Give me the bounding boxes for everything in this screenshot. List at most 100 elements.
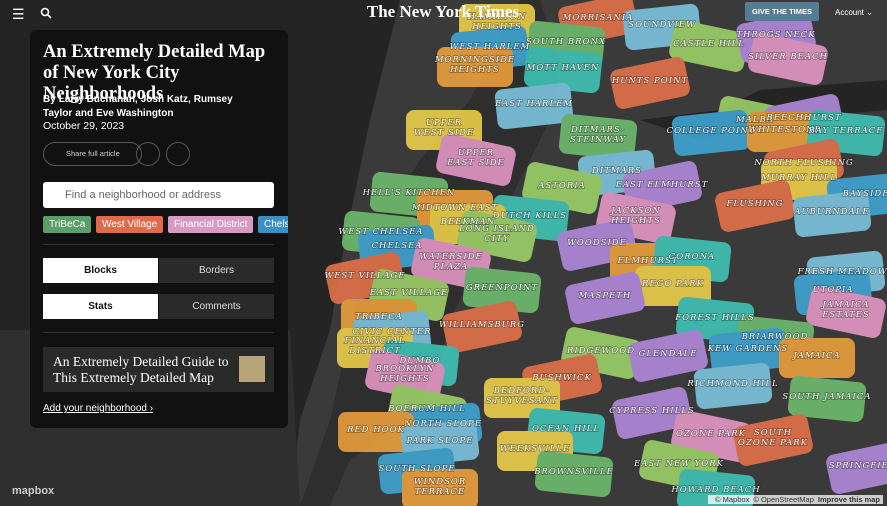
label-line[interactable]: JAMAICA [791,350,841,362]
neighborhood-label[interactable]: FINANCIAL DISTRICT [343,335,406,357]
label-line[interactable]: SOUTH SLOPE [378,463,456,475]
label-line[interactable]: DUMBO [398,355,441,367]
label-line[interactable]: ASTORIA [537,180,586,192]
chip[interactable]: West Village [96,216,164,233]
neighborhood-label[interactable]: MOTT HAVEN [525,62,600,74]
toggle-borders[interactable]: Borders [159,258,274,283]
neighborhood-label[interactable]: CHELSEA [371,240,423,252]
search-box[interactable]: Find a neighborhood or address [43,182,274,208]
label-line[interactable]: FRESH MEADOWS [796,266,887,278]
label-line[interactable]: MORRISANIA [561,12,634,24]
label-line[interactable]: NORTH FLUSHING [752,157,854,169]
label-line[interactable]: SOUTH BRONX [525,36,606,48]
label-line[interactable]: UPPER [457,147,494,159]
label-line[interactable]: STEINWAY [569,134,627,146]
neighborhood-label[interactable]: RIDGEWOOD [565,345,635,357]
label-line[interactable]: PLAZA [432,261,469,273]
neighborhood-label[interactable]: BRIARWOOD [740,331,809,343]
menu-icon[interactable]: ☰ [12,6,25,22]
neighborhood-label[interactable]: ASTORIA [537,180,586,192]
label-line[interactable]: RICHMOND HILL [686,378,779,390]
label-line[interactable]: WEST HARLEM [449,41,531,53]
label-line[interactable]: BEDFORD- [492,385,550,397]
neighborhood-label[interactable]: WHITESTONE [748,124,822,136]
neighborhood-label[interactable]: THROGS NECK [736,29,816,41]
label-line[interactable]: BAYSIDE [841,188,887,200]
neighborhood-label[interactable]: EAST ELMHURST [614,179,709,191]
label-line[interactable]: WILLIAMSBURG [438,319,525,331]
label-line[interactable]: TERRACE [414,486,466,498]
label-line[interactable]: CORONA [668,251,715,263]
label-line[interactable]: HAMILTON [466,11,527,23]
label-line[interactable]: EAST ELMHURST [614,179,709,191]
label-line[interactable]: SILVER BEACH [747,51,828,63]
neighborhood-label[interactable]: WEEKSVILLE [499,443,570,455]
label-line[interactable]: MOTT HAVEN [525,62,600,74]
neighborhood-label[interactable]: WINDSOR TERRACE [413,476,467,498]
neighborhood-label[interactable]: ELMHURST [616,255,679,267]
neighborhood-label[interactable]: JACKSON HEIGHTS [608,205,661,227]
label-line[interactable]: WINDSOR [413,476,467,488]
label-line[interactable]: DITMARS- [569,124,625,136]
label-line[interactable]: EAST NEW YORK [632,458,724,470]
neighborhood-label[interactable]: REGO PARK [640,278,704,290]
label-line[interactable]: MASPETH [577,290,632,302]
label-line[interactable]: FINANCIAL [343,335,406,347]
neighborhood-label[interactable]: LONG ISLAND CITY [457,223,535,245]
neighborhood-label[interactable]: BUSHWICK [530,372,592,384]
label-line[interactable]: AUBURNDALE [793,206,870,218]
label-line[interactable]: RIDGEWOOD [565,345,635,357]
label-line[interactable]: OZONE PARK [737,437,808,449]
neighborhood-label[interactable]: BEDFORD-STUYVESANT [485,385,558,407]
label-line[interactable]: ESTATES [820,309,870,321]
label-line[interactable]: TRIBECA [354,311,403,323]
label-line[interactable]: MALBA [734,114,774,126]
neighborhood-label[interactable]: COLLEGE POINT [666,125,756,137]
guide-link[interactable]: An Extremely Detailed Guide to This Extr… [43,347,274,392]
label-line[interactable]: EAST VILLAGE [368,287,448,299]
label-line[interactable]: WEST VILLAGE [324,270,406,282]
label-line[interactable]: SOUNDVIEW [628,19,696,31]
neighborhood-label[interactable]: OZONE PARK [675,428,746,440]
account-label[interactable]: Account [835,8,864,17]
neighborhood-label[interactable]: TRIBECA [354,311,403,323]
label-line[interactable]: SOUTH JAMAICA [782,391,872,403]
share-button[interactable]: Share full article [43,142,142,166]
neighborhood-label[interactable]: HOWARD BEACH [670,484,761,496]
nyt-logo[interactable]: The New York Times [367,2,520,21]
label-line[interactable]: JAMAICA [820,299,870,311]
neighborhood-label[interactable]: BEECHHURST [765,112,842,124]
label-line[interactable]: WEST SIDE [413,127,474,139]
neighborhood-label[interactable]: SOUNDVIEW [628,19,696,31]
chip[interactable]: Financial District [168,216,254,233]
neighborhood-label[interactable]: DUMBO [398,355,441,367]
label-line[interactable]: UTOPIA [812,284,854,296]
label-line[interactable]: DUTCH KILLS [491,210,567,222]
label-line[interactable]: CHELSEA [371,240,423,252]
guide-text[interactable]: An Extremely Detailed Guide to This Extr… [53,354,229,385]
neighborhood-label[interactable]: CIVIC CENTER [352,326,432,338]
label-line[interactable]: NORTH SLOPE [402,418,482,430]
label-line[interactable]: OZONE PARK [675,428,746,440]
neighborhood-label[interactable]: HUNTS POINT [610,75,689,87]
neighborhood-label[interactable]: BROWNSVILLE [532,466,614,478]
neighborhood-label[interactable]: UTOPIA [812,284,854,296]
neighborhood-label[interactable]: WEST VILLAGE [324,270,406,282]
neighborhood-label[interactable]: MASPETH [577,290,632,302]
label-line[interactable]: WEEKSVILLE [499,443,570,455]
neighborhood-label[interactable]: AUBURNDALE [793,206,870,218]
give-button[interactable]: GIVE THE TIMES [745,2,819,21]
neighborhood-label[interactable]: SILVER BEACH [747,51,828,63]
label-line[interactable]: HEIGHTS [470,21,522,33]
label-line[interactable]: BRIARWOOD [740,331,809,343]
neighborhood-label[interactable]: NORTH SLOPE [402,418,482,430]
neighborhood-label[interactable]: GLENDALE [638,348,698,360]
neighborhood-label[interactable]: DITMARS [590,165,642,177]
label-line[interactable]: UPPER [425,117,462,129]
label-line[interactable]: HELL'S KITCHEN [361,187,456,199]
label-line[interactable]: HUNTS POINT [610,75,689,87]
neighborhood-label[interactable]: BAY TERRACE [807,125,884,137]
label-line[interactable]: WATERSIDE [419,251,483,263]
label-line[interactable]: CYPRESS HILLS [608,405,695,417]
neighborhood-label[interactable]: BROOKLYN HEIGHTS [374,363,435,385]
